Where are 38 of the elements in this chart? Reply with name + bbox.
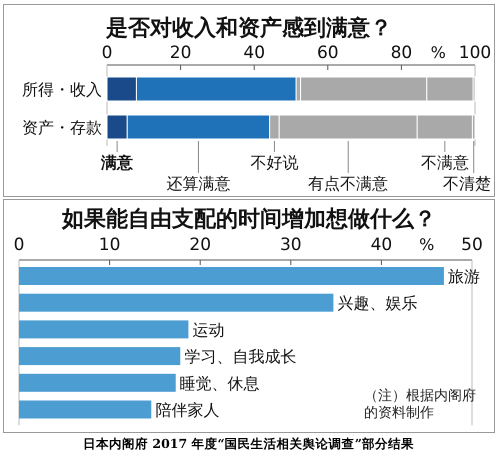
y-tick-label: 所得・收入: [22, 80, 102, 99]
text: 还算满意: [166, 174, 230, 193]
bar: [19, 400, 152, 418]
x-tick-label: 80: [390, 43, 412, 63]
x-tick-label: 20: [170, 43, 192, 63]
x-tick-label: 10: [98, 235, 120, 255]
x-axis-title: %: [430, 43, 446, 62]
x-tick-label: 100: [458, 43, 492, 63]
series-label: 不满意: [420, 153, 469, 172]
x-tick-label: 0: [14, 235, 24, 255]
chart-title: 是否对收入和资产感到满意？: [105, 15, 392, 41]
y-tick-label: 旅游: [448, 267, 480, 286]
y-tick-label: 学习、自我成长: [184, 347, 296, 366]
bar: [19, 347, 180, 366]
text: 有点不满意: [308, 174, 388, 193]
chart-title: 如果能自由支配的时间增加想做什么？: [61, 207, 436, 232]
bar: [19, 267, 444, 285]
y-tick-label: 兴趣、娱乐: [337, 294, 418, 313]
y-tick-label: 睡觉、休息: [180, 374, 260, 393]
y-tick-label: 运动: [192, 320, 224, 340]
x-tick-label: 50: [461, 235, 483, 255]
bar: [19, 320, 188, 338]
x-tick-label: 40: [243, 43, 266, 63]
y-tick-label: 陪伴家人: [155, 400, 220, 420]
x-tick-label: 40: [370, 235, 392, 255]
x-tick-label: 60: [316, 43, 339, 63]
series-label: 满意: [100, 153, 134, 172]
x-tick-label: 20: [189, 235, 212, 255]
x-tick-label: 0: [102, 43, 112, 63]
x-tick-label: 30: [280, 235, 302, 255]
text: 日本内阁府 2017 年度“国民生活相关舆论调查”部分结果: [82, 436, 415, 453]
annotation: （注）根据内阁府的资料制作: [364, 388, 477, 422]
bar: [19, 294, 334, 312]
y-tick-label: 资产・存款: [22, 118, 102, 137]
x-axis-title: %: [419, 235, 434, 254]
series-label: 不好说: [250, 153, 298, 172]
text: 不清楚: [443, 174, 491, 193]
bar: [19, 374, 176, 392]
